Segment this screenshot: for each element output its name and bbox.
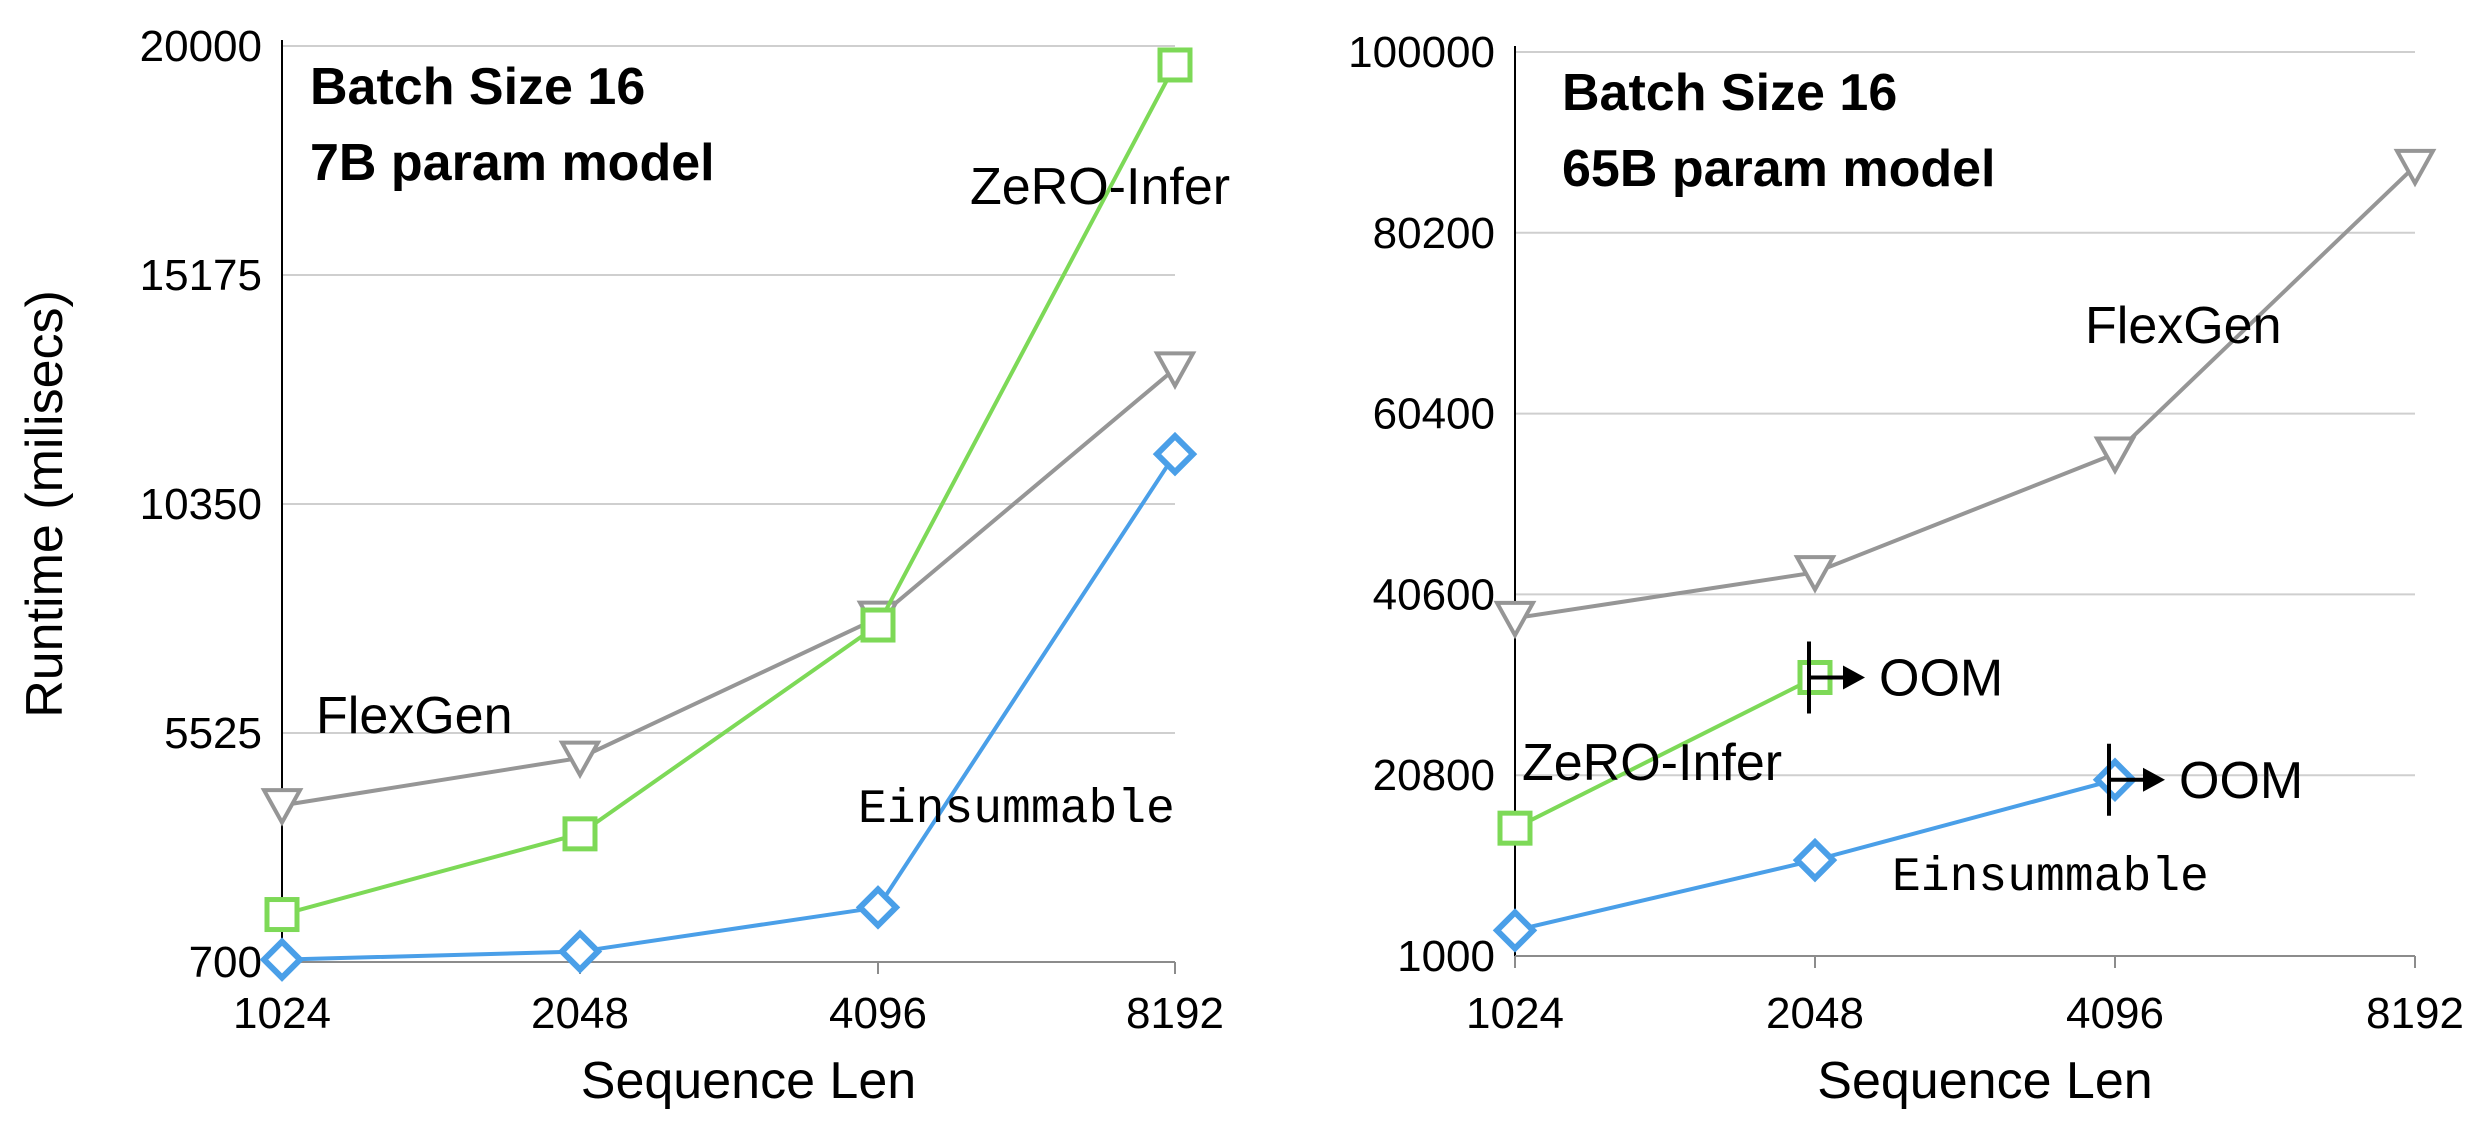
x-tick-label: 2048	[1766, 989, 1864, 1038]
oom-arrow-head	[1843, 665, 1865, 690]
x-axis-title: Sequence Len	[581, 1052, 916, 1110]
series-einsummable: OOM Einsummable	[1492, 743, 2303, 953]
series-line-flexgen	[1514, 164, 2417, 621]
y-tick-label: 60400	[1373, 390, 1495, 439]
data-point-zero-infer	[1157, 47, 1193, 83]
y-tick-label: 20000	[140, 22, 262, 71]
x-tick-label: 8192	[1126, 989, 1224, 1038]
chart-title-line: 7B param model	[310, 134, 715, 192]
y-tick-label: 5525	[164, 709, 262, 758]
data-point-flexgen	[1153, 351, 1197, 390]
series-flexgen: FlexGen	[260, 351, 1197, 827]
data-point-einsummable	[557, 929, 603, 974]
series-line-flexgen	[281, 367, 1177, 808]
y-tick-label: 15175	[140, 251, 262, 300]
oom-label: OOM	[1879, 649, 2003, 707]
x-tick-label: 2048	[531, 989, 629, 1038]
series-label-zero-infer: ZeRO-Infer	[970, 158, 1230, 216]
series-zero-infer: ZeRO-Infer	[264, 47, 1230, 933]
y-tick-label: 10350	[140, 480, 262, 529]
y-tick-label: 1000	[1397, 932, 1495, 981]
series-einsummable: Einsummable	[259, 431, 1198, 982]
x-tick-label: 4096	[2066, 989, 2164, 1038]
chart-panel-2: 1000 20800 40600 60400 80200 100000 1024 2048 40…	[1348, 28, 2464, 1110]
data-point-flexgen	[1493, 600, 1537, 640]
series-label-zero-infer: ZeRO-Infer	[1522, 734, 1782, 792]
x-axis-title: Sequence Len	[1817, 1052, 2152, 1110]
series-line-zero-infer	[281, 64, 1177, 917]
data-point-flexgen	[558, 740, 602, 780]
data-point-flexgen	[1793, 555, 1837, 594]
data-point-einsummable	[259, 937, 305, 982]
series-line-zero-infer	[1514, 675, 1816, 830]
y-tick-label: 20800	[1373, 751, 1495, 800]
series-line-einsummable	[281, 453, 1177, 962]
x-tick-label: 8192	[2366, 989, 2464, 1038]
data-point-einsummable	[1492, 908, 1538, 953]
data-point-einsummable	[1152, 431, 1198, 477]
data-point-zero-infer	[562, 816, 598, 852]
chart-title-line: 65B param model	[1562, 140, 1996, 198]
oom-label: OOM	[2179, 752, 2303, 810]
x-tick-label: 1024	[233, 989, 331, 1038]
data-point-einsummable	[1792, 837, 1838, 883]
data-point-zero-infer	[1497, 810, 1533, 846]
data-point-flexgen	[260, 788, 304, 827]
chart-panel-1: 700 5525 10350 15175 20000 1024 2048 4096 8192 Se…	[16, 22, 1230, 1110]
data-point-zero-infer	[264, 897, 300, 933]
y-tick-label: 80200	[1373, 209, 1495, 258]
chart-title-line: Batch Size 16	[310, 58, 645, 116]
series-zero-infer: OOM ZeRO-Infer	[1497, 641, 2003, 846]
y-tick-label: 100000	[1348, 28, 1495, 77]
y-axis-title: Runtime (milisecs)	[16, 290, 74, 718]
data-point-flexgen	[2093, 436, 2137, 475]
series-label-einsummable: Einsummable	[1892, 851, 2209, 905]
oom-arrow-head	[2143, 767, 2165, 792]
data-point-zero-infer	[860, 607, 896, 643]
x-tick-label: 1024	[1466, 989, 1564, 1038]
chart-title-line: Batch Size 16	[1562, 64, 1897, 122]
data-point-einsummable	[855, 885, 901, 930]
series-label-flexgen: FlexGen	[2085, 297, 2282, 355]
y-tick-label: 700	[189, 938, 262, 987]
x-tick-label: 4096	[829, 989, 927, 1038]
data-point-flexgen	[2393, 148, 2437, 188]
y-tick-label: 40600	[1373, 570, 1495, 619]
series-label-flexgen: FlexGen	[316, 687, 513, 745]
series-flexgen: FlexGen	[1493, 148, 2437, 640]
series-label-einsummable: Einsummable	[858, 783, 1175, 837]
